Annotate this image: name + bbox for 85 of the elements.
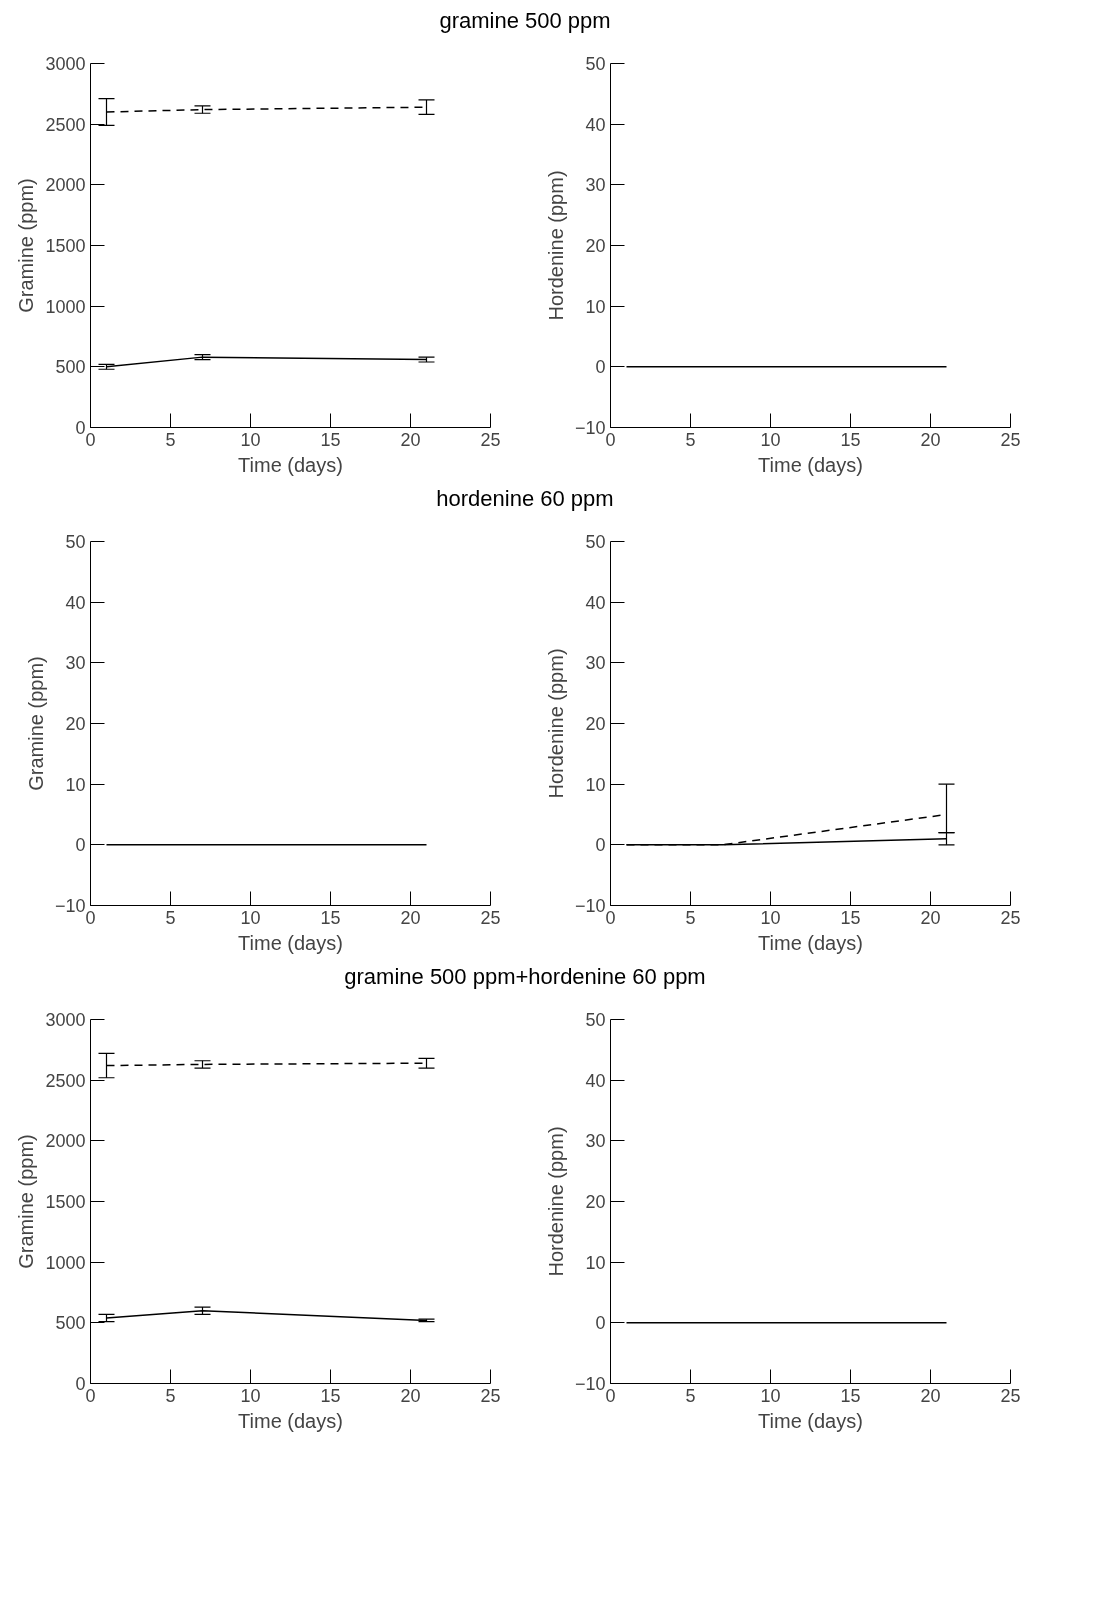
y-tick-label: −10 [574, 1374, 606, 1394]
x-tick-label: 25 [1000, 1385, 1021, 1406]
y-tick-label: 2500 [45, 1070, 86, 1091]
x-tick-label: 20 [920, 907, 941, 928]
y-axis-title: Gramine (ppm) [15, 1134, 38, 1269]
y-tick-label: 10 [585, 1252, 606, 1273]
y-tick-label: 50 [585, 532, 606, 552]
y-tick-label: 20 [585, 1192, 606, 1212]
x-tick-label: 25 [1000, 907, 1021, 928]
x-tick-label: 25 [480, 1385, 501, 1406]
y-axis-title: Gramine (ppm) [24, 656, 47, 791]
x-tick-label: 5 [165, 1385, 176, 1406]
y-tick-label: 40 [585, 114, 606, 135]
y-axis-title: Gramine (ppm) [15, 178, 38, 313]
x-tick-label: 15 [320, 1385, 341, 1406]
x-tick-label: 20 [920, 429, 941, 450]
x-tick-label: 15 [840, 907, 861, 928]
x-tick-label: 25 [1000, 429, 1021, 450]
x-tick-label: 15 [320, 907, 341, 928]
y-tick-label: 20 [65, 714, 86, 734]
y-tick-label: 10 [585, 296, 606, 317]
y-tick-label: 40 [585, 1070, 606, 1091]
x-tick-label: 10 [760, 1385, 781, 1406]
y-tick-label: 30 [585, 175, 606, 196]
y-tick-label: 10 [65, 774, 86, 795]
y-tick-label: 30 [585, 653, 606, 674]
y-axis-title: Hordenine (ppm) [544, 170, 567, 321]
y-tick-label: 50 [585, 1010, 606, 1030]
y-tick-label: 2000 [45, 1131, 86, 1152]
x-tick-label: 20 [400, 907, 421, 928]
y-tick-label: 20 [585, 236, 606, 256]
y-tick-label: 3000 [45, 1010, 86, 1030]
y-tick-label: 2000 [45, 175, 86, 196]
x-tick-label: 10 [240, 1385, 261, 1406]
y-tick-label: −10 [574, 896, 606, 916]
x-tick-label: 10 [760, 429, 781, 450]
x-tick-label: 10 [240, 429, 261, 450]
y-tick-label: 2500 [45, 114, 86, 135]
x-tick-label: 15 [840, 1385, 861, 1406]
x-tick-label: 15 [320, 429, 341, 450]
y-tick-label: 40 [585, 592, 606, 613]
y-tick-label: 30 [65, 653, 86, 674]
y-tick-label: 500 [55, 1313, 86, 1334]
x-tick-label: 10 [240, 907, 261, 928]
chart-title: gramine 500 ppm [439, 7, 611, 35]
x-tick-label: 25 [480, 907, 501, 928]
y-tick-label: 500 [55, 357, 86, 378]
chart-title: gramine 500 ppm+hordenine 60 ppm [344, 963, 706, 991]
x-tick-label: 5 [165, 429, 176, 450]
y-tick-label: 3000 [45, 54, 86, 74]
y-tick-label: 0 [595, 1313, 606, 1334]
y-tick-label: 30 [585, 1131, 606, 1152]
y-tick-label: 1000 [45, 1252, 86, 1273]
y-tick-label: −10 [54, 896, 86, 916]
y-tick-label: 1500 [45, 236, 86, 256]
x-tick-label: 10 [760, 907, 781, 928]
y-axis-title: Hordenine (ppm) [544, 648, 567, 799]
y-tick-label: 10 [585, 774, 606, 795]
y-tick-label: 1000 [45, 296, 86, 317]
y-tick-label: 0 [75, 835, 86, 856]
chart-title: hordenine 60 ppm [436, 485, 614, 513]
y-tick-label: 40 [65, 592, 86, 613]
x-tick-label: 5 [165, 907, 176, 928]
x-axis-title: Time (days) [758, 931, 863, 954]
x-tick-label: 5 [685, 429, 696, 450]
y-tick-label: 20 [585, 714, 606, 734]
x-axis-title: Time (days) [238, 931, 343, 954]
x-tick-label: 5 [685, 907, 696, 928]
x-tick-label: 20 [400, 429, 421, 450]
x-tick-label: 15 [840, 429, 861, 450]
x-tick-label: 20 [920, 1385, 941, 1406]
x-axis-title: Time (days) [758, 453, 863, 476]
y-tick-label: −10 [574, 418, 606, 438]
x-axis-title: Time (days) [238, 1409, 343, 1432]
y-tick-label: 50 [65, 532, 86, 552]
x-axis-title: Time (days) [758, 1409, 863, 1432]
x-tick-label: 20 [400, 1385, 421, 1406]
x-axis-title: Time (days) [238, 453, 343, 476]
y-tick-label: 1500 [45, 1192, 86, 1212]
y-axis-title: Hordenine (ppm) [544, 1126, 567, 1277]
y-tick-label: 50 [585, 54, 606, 74]
y-tick-label: 0 [595, 357, 606, 378]
x-tick-label: 5 [685, 1385, 696, 1406]
x-tick-label: 25 [480, 429, 501, 450]
y-tick-label: 0 [595, 835, 606, 856]
